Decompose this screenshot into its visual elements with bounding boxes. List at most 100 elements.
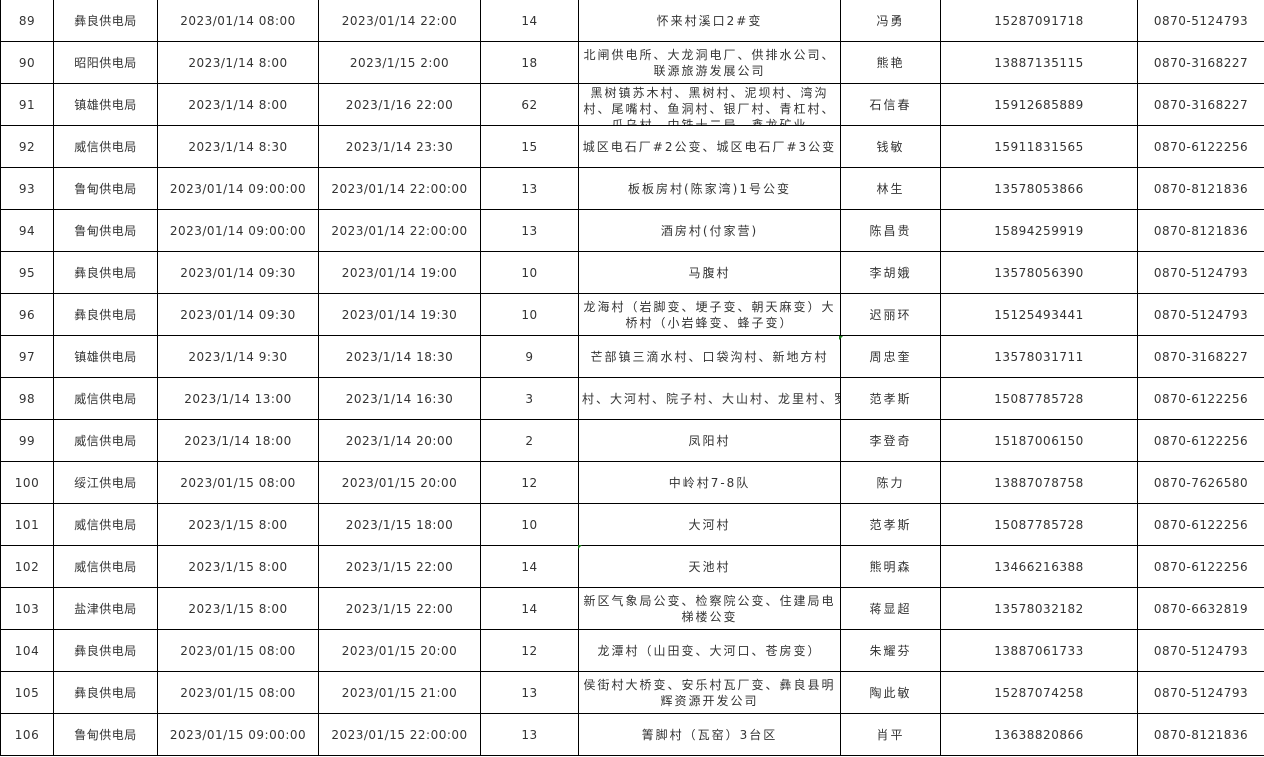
cell-hours[interactable]: 14 <box>480 587 579 630</box>
cell-unit[interactable]: 威信供电局 <box>53 377 158 420</box>
cell-unit[interactable]: 彝良供电局 <box>53 629 158 672</box>
cell-phone[interactable]: 15894259919 <box>940 209 1138 252</box>
cell-end[interactable]: 2023/1/14 16:30 <box>318 377 481 420</box>
cell-hours[interactable]: 12 <box>480 461 579 504</box>
cell-end[interactable]: 2023/01/14 19:30 <box>318 293 481 336</box>
cell-hours[interactable]: 13 <box>480 209 579 252</box>
cell-no[interactable]: 102 <box>0 545 54 588</box>
cell-phone[interactable]: 13887061733 <box>940 629 1138 672</box>
cell-unit[interactable]: 鲁甸供电局 <box>53 713 158 756</box>
cell-start[interactable]: 2023/01/14 09:00:00 <box>157 209 319 252</box>
cell-hours[interactable]: 10 <box>480 293 579 336</box>
cell-phone[interactable]: 13578031711 <box>940 335 1138 378</box>
cell-start[interactable]: 2023/01/15 08:00 <box>157 461 319 504</box>
cell-no[interactable]: 93 <box>0 167 54 210</box>
cell-end[interactable]: 2023/1/15 22:00 <box>318 545 481 588</box>
cell-hours[interactable]: 12 <box>480 629 579 672</box>
cell-hours[interactable]: 3 <box>480 377 579 420</box>
cell-phone[interactable]: 15287091718 <box>940 0 1138 42</box>
cell-no[interactable]: 92 <box>0 125 54 168</box>
cell-tel[interactable]: 0870-5124793 <box>1137 671 1264 714</box>
cell-area[interactable]: 龙潭村（山田变、大河口、苍房变） <box>578 629 841 672</box>
cell-area[interactable]: 芒部镇三滴水村、口袋沟村、新地方村 <box>578 335 841 378</box>
cell-contact[interactable]: 钱敏 <box>840 125 941 168</box>
cell-tel[interactable]: 0870-6122256 <box>1137 377 1264 420</box>
cell-area[interactable]: 城区电石厂#2公变、城区电石厂#3公变 <box>578 125 841 168</box>
cell-contact[interactable]: 冯勇 <box>840 0 941 42</box>
cell-contact[interactable]: 陶此敏 <box>840 671 941 714</box>
cell-unit[interactable]: 威信供电局 <box>53 503 158 546</box>
cell-contact[interactable]: 迟丽环 <box>840 293 941 336</box>
cell-unit[interactable]: 威信供电局 <box>53 125 158 168</box>
cell-no[interactable]: 98 <box>0 377 54 420</box>
cell-start[interactable]: 2023/1/14 8:00 <box>157 41 319 84</box>
cell-phone[interactable]: 15087785728 <box>940 377 1138 420</box>
cell-tel[interactable]: 0870-5124793 <box>1137 0 1264 42</box>
cell-contact[interactable]: 范孝斯 <box>840 503 941 546</box>
cell-contact[interactable]: 陈力 <box>840 461 941 504</box>
cell-area[interactable]: 凤阳村 <box>578 419 841 462</box>
cell-tel[interactable]: 0870-3168227 <box>1137 335 1264 378</box>
cell-end[interactable]: 2023/01/15 21:00 <box>318 671 481 714</box>
cell-start[interactable]: 2023/01/14 09:30 <box>157 293 319 336</box>
cell-area[interactable]: 中岭村7-8队 <box>578 461 841 504</box>
cell-contact[interactable]: 蒋显超 <box>840 587 941 630</box>
cell-tel[interactable]: 0870-6632819 <box>1137 587 1264 630</box>
cell-phone[interactable]: 13887078758 <box>940 461 1138 504</box>
cell-unit[interactable]: 昭阳供电局 <box>53 41 158 84</box>
cell-end[interactable]: 2023/01/14 22:00 <box>318 0 481 42</box>
cell-tel[interactable]: 0870-3168227 <box>1137 41 1264 84</box>
cell-tel[interactable]: 0870-8121836 <box>1137 713 1264 756</box>
cell-start[interactable]: 2023/1/14 18:00 <box>157 419 319 462</box>
cell-area[interactable]: 村、大河村、院子村、大山村、龙里村、罗 <box>578 377 841 420</box>
cell-area[interactable]: 侯街村大桥变、安乐村瓦厂变、彝良县明辉资源开发公司 <box>578 671 841 714</box>
cell-no[interactable]: 103 <box>0 587 54 630</box>
cell-area[interactable]: 天池村 <box>578 545 841 588</box>
cell-phone[interactable]: 13578056390 <box>940 251 1138 294</box>
cell-phone[interactable]: 15187006150 <box>940 419 1138 462</box>
cell-phone[interactable]: 13578053866 <box>940 167 1138 210</box>
cell-contact[interactable]: 李胡娥 <box>840 251 941 294</box>
cell-end[interactable]: 2023/1/14 23:30 <box>318 125 481 168</box>
cell-contact[interactable]: 陈昌贵 <box>840 209 941 252</box>
cell-start[interactable]: 2023/01/14 09:00:00 <box>157 167 319 210</box>
cell-unit[interactable]: 威信供电局 <box>53 545 158 588</box>
cell-no[interactable]: 96 <box>0 293 54 336</box>
cell-contact[interactable]: 肖平 <box>840 713 941 756</box>
cell-contact[interactable]: 范孝斯 <box>840 377 941 420</box>
cell-area[interactable]: 北闸供电所、大龙洞电厂、供排水公司、联源旅游发展公司 <box>578 41 841 84</box>
cell-phone[interactable]: 15087785728 <box>940 503 1138 546</box>
cell-phone[interactable]: 15125493441 <box>940 293 1138 336</box>
cell-tel[interactable]: 0870-7626580 <box>1137 461 1264 504</box>
cell-hours[interactable]: 18 <box>480 41 579 84</box>
cell-start[interactable]: 2023/1/14 8:30 <box>157 125 319 168</box>
cell-end[interactable]: 2023/1/14 20:00 <box>318 419 481 462</box>
cell-contact[interactable]: 石信春 <box>840 83 941 126</box>
cell-end[interactable]: 2023/1/15 2:00 <box>318 41 481 84</box>
cell-hours[interactable]: 13 <box>480 671 579 714</box>
cell-tel[interactable]: 0870-3168227 <box>1137 83 1264 126</box>
cell-end[interactable]: 2023/1/15 22:00 <box>318 587 481 630</box>
cell-unit[interactable]: 彝良供电局 <box>53 671 158 714</box>
cell-area[interactable]: 酒房村(付家营) <box>578 209 841 252</box>
cell-start[interactable]: 2023/1/14 9:30 <box>157 335 319 378</box>
cell-hours[interactable]: 13 <box>480 167 579 210</box>
cell-phone[interactable]: 13578032182 <box>940 587 1138 630</box>
cell-end[interactable]: 2023/01/15 20:00 <box>318 629 481 672</box>
cell-end[interactable]: 2023/01/15 20:00 <box>318 461 481 504</box>
cell-no[interactable]: 97 <box>0 335 54 378</box>
cell-tel[interactable]: 0870-5124793 <box>1137 293 1264 336</box>
cell-no[interactable]: 95 <box>0 251 54 294</box>
cell-unit[interactable]: 镇雄供电局 <box>53 83 158 126</box>
cell-area[interactable]: 大河村 <box>578 503 841 546</box>
cell-unit[interactable]: 威信供电局 <box>53 419 158 462</box>
cell-no[interactable]: 104 <box>0 629 54 672</box>
cell-tel[interactable]: 0870-8121836 <box>1137 209 1264 252</box>
cell-start[interactable]: 2023/01/15 08:00 <box>157 671 319 714</box>
cell-tel[interactable]: 0870-6122256 <box>1137 545 1264 588</box>
cell-no[interactable]: 89 <box>0 0 54 42</box>
cell-area[interactable]: 龙海村（岩脚变、埂子变、朝天麻变）大桥村（小岩蜂变、蜂子变） <box>578 293 841 336</box>
cell-no[interactable]: 99 <box>0 419 54 462</box>
cell-end[interactable]: 2023/1/15 18:00 <box>318 503 481 546</box>
cell-hours[interactable]: 10 <box>480 503 579 546</box>
